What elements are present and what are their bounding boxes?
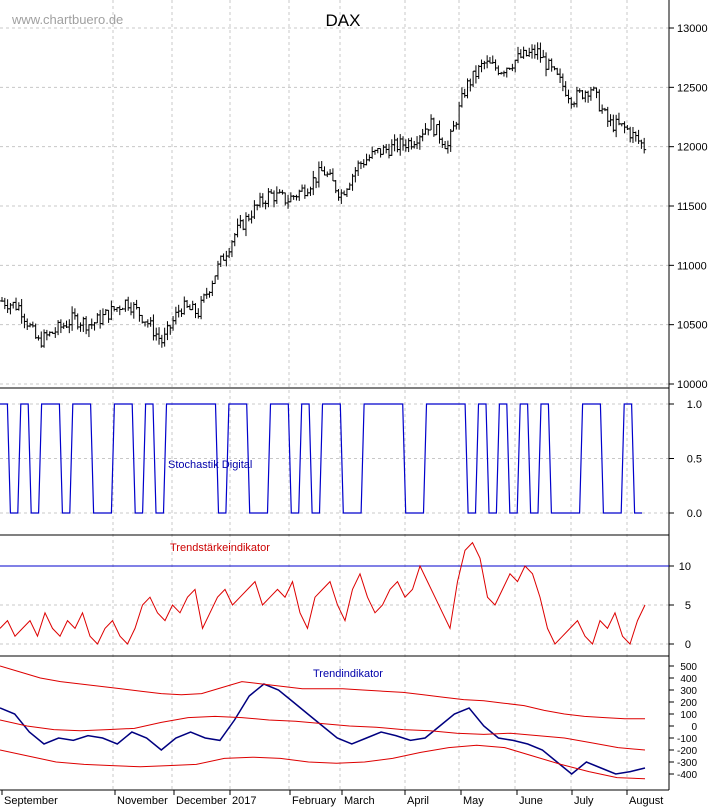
x-tick-label: May xyxy=(463,795,484,807)
price-tick-label: 11000 xyxy=(677,260,707,272)
x-tick-label: November xyxy=(117,795,168,807)
x-tick-label: March xyxy=(344,795,375,807)
trendindikator-label: Trendindikator xyxy=(313,668,383,680)
ti-main-line xyxy=(0,683,646,775)
ti-tick-label: 200 xyxy=(680,698,697,709)
stoch-tick-label: 1.0 xyxy=(687,399,702,411)
price-tick-label: 10500 xyxy=(677,320,708,332)
price-tick-label: 10000 xyxy=(677,379,708,391)
ti-tick-label: 0 xyxy=(691,722,697,733)
x-tick-label: August xyxy=(629,795,663,807)
ti-lower-band xyxy=(0,744,646,780)
ti-tick-label: 500 xyxy=(680,662,697,673)
x-tick-label: February xyxy=(292,795,337,807)
ti-tick-label: -100 xyxy=(677,734,697,745)
x-tick-label: September xyxy=(4,795,58,807)
ti-tick-label: 100 xyxy=(680,710,697,721)
x-tick-label: 2017 xyxy=(232,795,256,807)
watermark: www.chartbuero.de xyxy=(11,12,123,27)
chart-title: DAX xyxy=(326,11,361,30)
x-tick-label: December xyxy=(176,795,227,807)
stoch-label: Stochastik Digital xyxy=(168,459,252,471)
ti-tick-label: -400 xyxy=(677,770,697,781)
ts-series-line xyxy=(0,541,646,645)
ti-tick-label: -200 xyxy=(677,746,697,757)
x-tick-label: June xyxy=(519,795,543,807)
stoch-tick-label: 0.5 xyxy=(687,454,702,466)
stoch-tick-label: 0.0 xyxy=(687,508,702,520)
ti-tick-label: -300 xyxy=(677,758,697,769)
ts-tick-label: 0 xyxy=(685,639,691,651)
trendstaerke-label: Trendstärkeindikator xyxy=(170,542,270,554)
ts-tick-label: 10 xyxy=(679,561,691,573)
x-tick-label: April xyxy=(407,795,429,807)
x-tick-label: July xyxy=(574,795,594,807)
price-tick-label: 13000 xyxy=(677,23,708,35)
ts-tick-label: 5 xyxy=(685,600,691,612)
stoch-series-line xyxy=(0,403,642,514)
price-tick-label: 11500 xyxy=(677,201,707,213)
ti-upper-band xyxy=(0,665,645,720)
price-tick-label: 12000 xyxy=(677,142,708,154)
ti-tick-label: 300 xyxy=(680,686,697,697)
price-tick-label: 12500 xyxy=(677,82,708,94)
ti-middle-band xyxy=(0,715,646,751)
ti-tick-label: 400 xyxy=(680,674,697,685)
